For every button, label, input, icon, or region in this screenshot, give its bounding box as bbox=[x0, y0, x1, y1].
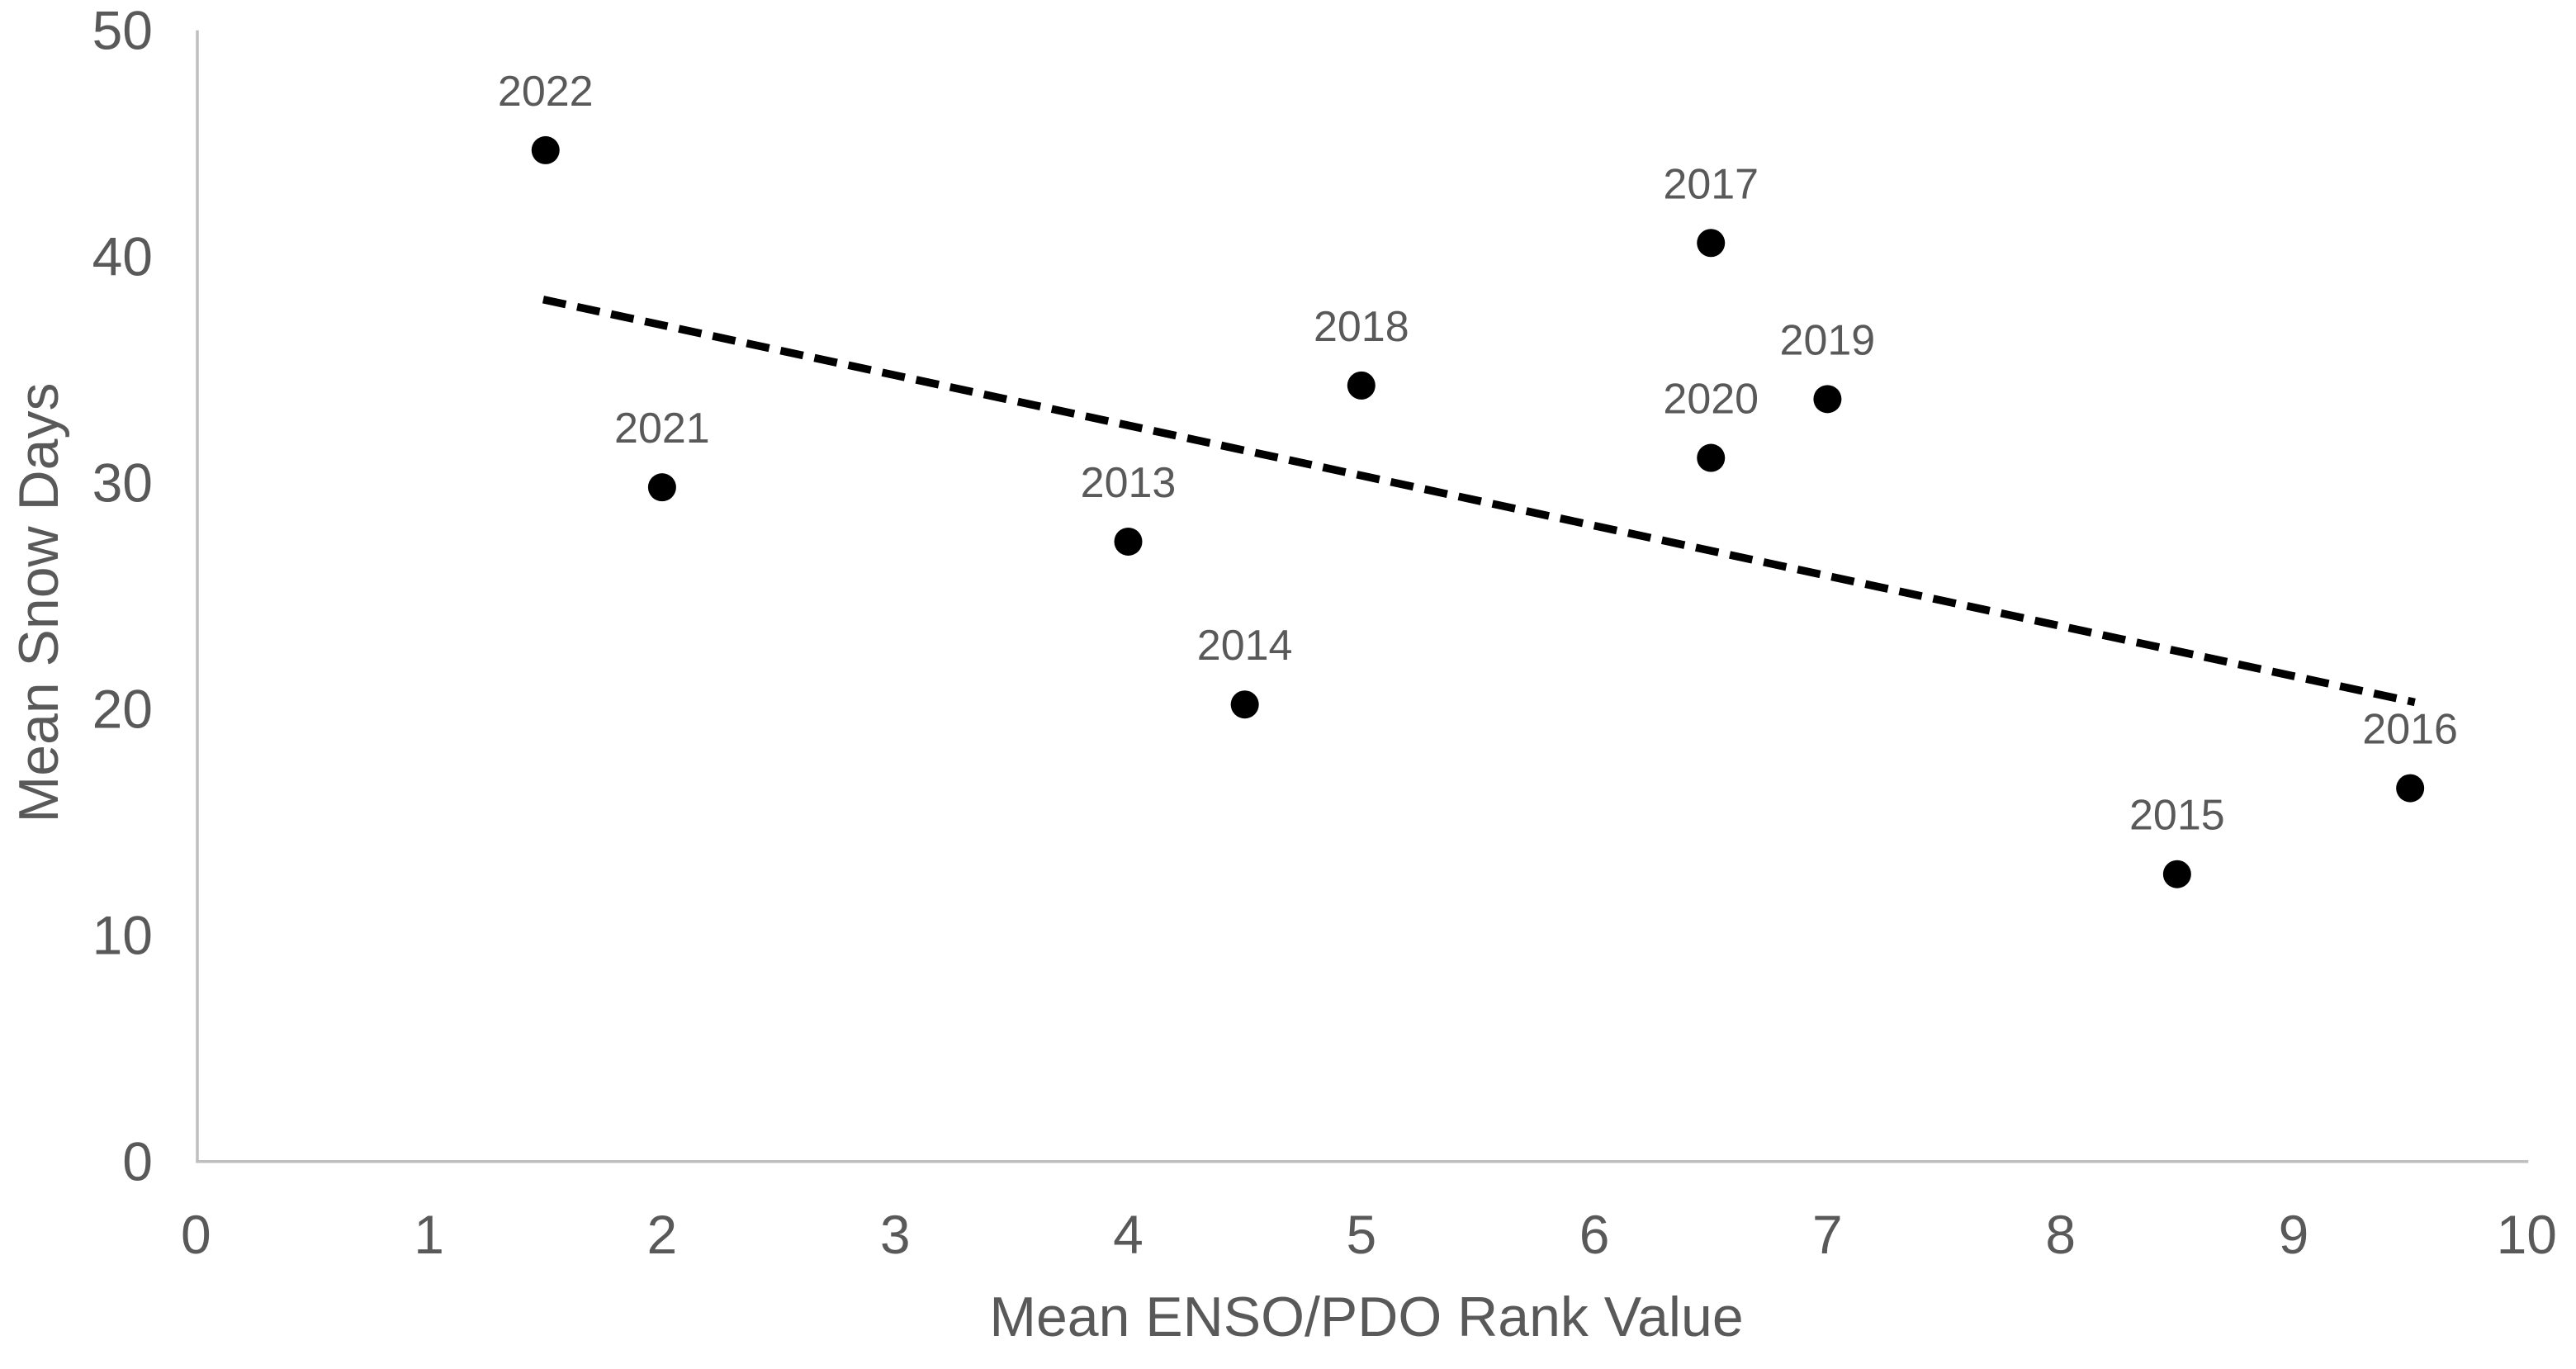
data-point-2015 bbox=[2162, 860, 2191, 888]
x-tick-label-7: 7 bbox=[1812, 1204, 1843, 1265]
data-point-2020 bbox=[1697, 443, 1726, 472]
data-point-2013 bbox=[1114, 527, 1143, 556]
y-tick-label-40: 40 bbox=[92, 226, 153, 287]
points-layer: 2013 2014 2015 2016 2017 2018 2019 2020 2021 2022 bbox=[498, 68, 2458, 888]
data-point-2021 bbox=[647, 473, 676, 502]
data-point-label-2020: 2020 bbox=[1663, 376, 1759, 424]
x-tick-label-2: 2 bbox=[647, 1204, 678, 1265]
data-point-label-2014: 2014 bbox=[1197, 622, 1293, 670]
x-tick-label-4: 4 bbox=[1113, 1204, 1144, 1265]
axes-layer: 0 10 20 30 40 50 0 1 2 3 4 5 6 7 8 9 10 bbox=[92, 0, 2557, 1265]
data-point-label-2015: 2015 bbox=[2129, 792, 2225, 840]
y-tick-label-10: 10 bbox=[92, 905, 153, 966]
data-point-2016 bbox=[2396, 774, 2425, 803]
x-tick-label-0: 0 bbox=[181, 1204, 211, 1265]
y-tick-label-0: 0 bbox=[122, 1131, 153, 1192]
trendline bbox=[542, 296, 2416, 707]
data-point-2022 bbox=[531, 135, 560, 164]
x-tick-label-1: 1 bbox=[414, 1204, 444, 1265]
x-tick-label-8: 8 bbox=[2045, 1204, 2076, 1265]
data-point-label-2019: 2019 bbox=[1780, 316, 1876, 364]
x-tick-label-10: 10 bbox=[2497, 1204, 2557, 1265]
data-point-2014 bbox=[1230, 690, 1259, 719]
data-point-2019 bbox=[1813, 385, 1842, 414]
y-tick-label-20: 20 bbox=[92, 679, 153, 740]
data-point-label-2017: 2017 bbox=[1663, 160, 1759, 208]
data-point-label-2022: 2022 bbox=[498, 68, 594, 116]
data-point-2017 bbox=[1697, 229, 1726, 258]
x-tick-label-3: 3 bbox=[880, 1204, 911, 1265]
x-tick-label-5: 5 bbox=[1346, 1204, 1376, 1265]
x-tick-label-6: 6 bbox=[1579, 1204, 1610, 1265]
y-tick-label-50: 50 bbox=[92, 0, 153, 61]
data-point-label-2016: 2016 bbox=[2362, 706, 2458, 754]
trendline-layer bbox=[542, 296, 2416, 707]
x-tick-label-9: 9 bbox=[2279, 1204, 2309, 1265]
y-axis-title: Mean Snow Days bbox=[7, 383, 70, 823]
data-point-label-2018: 2018 bbox=[1314, 303, 1409, 351]
x-axis-title: Mean ENSO/PDO Rank Value bbox=[989, 1286, 1743, 1348]
data-point-2018 bbox=[1347, 371, 1376, 400]
data-point-label-2021: 2021 bbox=[614, 405, 710, 452]
data-point-label-2013: 2013 bbox=[1081, 459, 1177, 507]
y-tick-label-30: 30 bbox=[92, 452, 153, 514]
